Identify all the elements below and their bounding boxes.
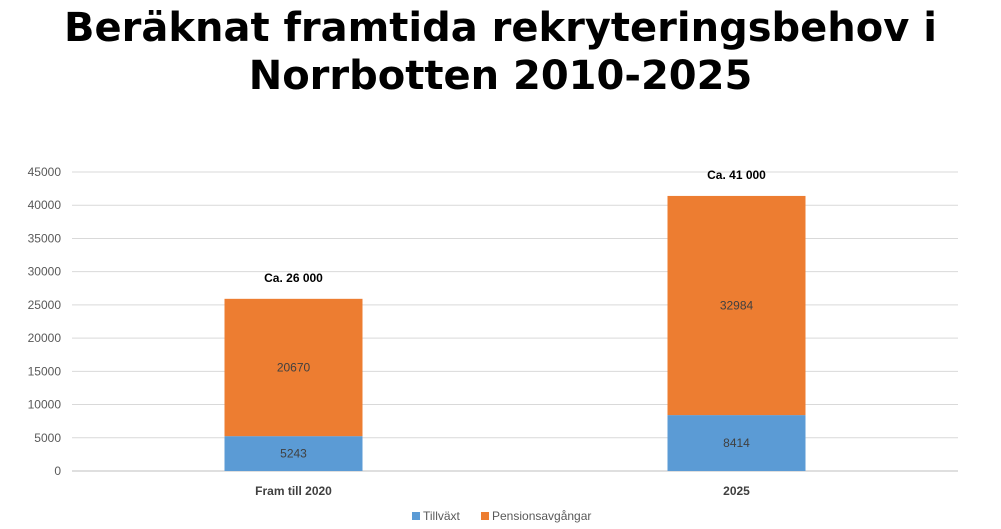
chart-title: Beräknat framtida rekryteringsbehov i No… xyxy=(0,4,1001,100)
gridlines xyxy=(72,171,958,472)
category-label: Fram till 2020 xyxy=(255,484,332,498)
chart-title-line-1: Beräknat framtida rekryteringsbehov i xyxy=(64,5,937,51)
legend-swatch xyxy=(481,512,489,520)
data-label: 20670 xyxy=(277,360,311,374)
chart-title-line-2: Norrbotten 2010-2025 xyxy=(248,53,753,99)
bar-segment xyxy=(224,436,363,471)
legend-label: Tillväxt xyxy=(423,509,461,523)
y-tick-label: 25000 xyxy=(28,298,62,312)
bar-segment xyxy=(224,298,363,437)
y-tick-label: 0 xyxy=(54,464,61,478)
y-tick-label: 5000 xyxy=(34,431,61,445)
total-label: Ca. 26 000 xyxy=(264,271,323,285)
bar-segment xyxy=(667,195,806,416)
bars: 5243 20670 Ca. 26 000 8414 32984 Ca. 41 000 xyxy=(224,168,806,471)
y-tick-label: 15000 xyxy=(28,364,62,378)
data-label: 32984 xyxy=(720,299,754,313)
legend-label: Pensionsavgångar xyxy=(492,509,591,523)
y-axis: 0 5000 10000 15000 20000 25000 30000 35000 40000… xyxy=(28,165,62,478)
x-axis: Fram till 2020 2025 xyxy=(255,484,750,498)
legend: Tillväxt Pensionsavgångar xyxy=(412,509,591,523)
total-label: Ca. 41 000 xyxy=(707,168,766,182)
data-label: 5243 xyxy=(280,447,307,461)
bar-segment xyxy=(667,415,806,471)
y-tick-label: 20000 xyxy=(28,331,62,345)
legend-swatch xyxy=(412,512,420,520)
y-tick-label: 40000 xyxy=(28,198,62,212)
y-tick-label: 35000 xyxy=(28,231,62,245)
y-tick-label: 30000 xyxy=(28,265,62,279)
data-label: 8414 xyxy=(723,436,750,450)
y-tick-label: 10000 xyxy=(28,398,62,412)
y-tick-label: 45000 xyxy=(28,165,62,179)
category-label: 2025 xyxy=(723,484,750,498)
